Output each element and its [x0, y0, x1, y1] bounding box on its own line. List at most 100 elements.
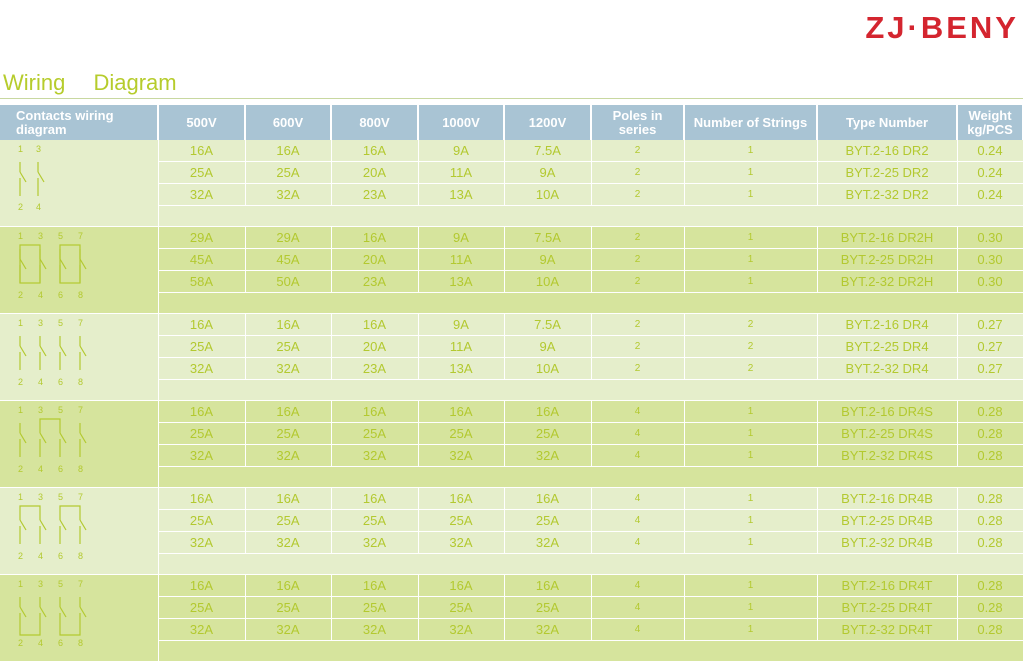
svg-text:8: 8	[78, 377, 83, 387]
cell-800v: 32A	[331, 444, 419, 467]
cell-800v: 32A	[331, 531, 419, 554]
cell-type-number: BYT.2-16 DR4B	[817, 487, 958, 510]
header-weight: Weight kg/PCS	[957, 105, 1023, 140]
cell-type-number: BYT.2-16 DR2	[817, 140, 958, 162]
cell-600v: 25A	[245, 161, 332, 184]
cell-1200v: 32A	[504, 618, 592, 641]
cell-500v: 58A	[158, 270, 246, 293]
svg-text:2: 2	[18, 464, 23, 474]
cell-strings: 1	[684, 248, 818, 271]
cell-1200v: 32A	[504, 444, 592, 467]
cell-600v: 16A	[245, 400, 332, 423]
cell-500v: 16A	[158, 313, 246, 336]
svg-text:8: 8	[78, 638, 83, 648]
cell-1200v: 7.5A	[504, 140, 592, 162]
svg-text:1: 1	[18, 405, 23, 415]
diagram-cell: 1 3 5 7 2 4 6 8	[0, 226, 159, 314]
cell-500v: 16A	[158, 574, 246, 597]
diagram-cell: 1 3 5 7 2 4 6 8	[0, 313, 159, 401]
cell-1200v: 7.5A	[504, 226, 592, 249]
cell-800v: 16A	[331, 400, 419, 423]
diagram-cell: 1 3 2 4	[0, 140, 159, 227]
svg-text:8: 8	[78, 290, 83, 300]
cell-600v: 16A	[245, 487, 332, 510]
cell-1000v: 11A	[418, 161, 505, 184]
svg-text:7: 7	[78, 318, 83, 328]
cell-600v: 25A	[245, 509, 332, 532]
cell-poles: 2	[591, 161, 685, 184]
cell-500v: 16A	[158, 400, 246, 423]
cell-weight: 0.27	[957, 335, 1023, 358]
cell-1200v: 7.5A	[504, 313, 592, 336]
cell-strings: 1	[684, 509, 818, 532]
header-contacts-wiring: Contacts wiring diagram	[0, 105, 159, 140]
cell-poles: 2	[591, 248, 685, 271]
cell-poles: 2	[591, 226, 685, 249]
cell-800v: 23A	[331, 183, 419, 206]
cell-800v: 20A	[331, 161, 419, 184]
cell-1200v: 10A	[504, 270, 592, 293]
cell-800v: 16A	[331, 574, 419, 597]
cell-type-number: BYT.2-25 DR2H	[817, 248, 958, 271]
contact-wiring-diagram-icon: 1 3 5 7 2 4 6 8	[18, 231, 87, 300]
cell-weight: 0.28	[957, 422, 1023, 445]
cell-500v: 25A	[158, 509, 246, 532]
cell-1200v: 10A	[504, 183, 592, 206]
svg-text:8: 8	[78, 551, 83, 561]
cell-strings: 1	[684, 618, 818, 641]
cell-weight: 0.28	[957, 509, 1023, 532]
cell-800v: 16A	[331, 140, 419, 162]
cell-poles: 4	[591, 487, 685, 510]
cell-600v: 16A	[245, 140, 332, 162]
cell-type-number: BYT.2-32 DR2H	[817, 270, 958, 293]
cell-800v: 25A	[331, 422, 419, 445]
svg-text:1: 1	[18, 492, 23, 502]
cell-500v: 16A	[158, 140, 246, 162]
group-spacer-row	[0, 205, 1023, 227]
cell-600v: 32A	[245, 357, 332, 380]
diagram-cell: 1 3 5 7 2 4 6 8	[0, 487, 159, 575]
cell-weight: 0.28	[957, 574, 1023, 597]
cell-weight: 0.30	[957, 270, 1023, 293]
cell-weight: 0.30	[957, 226, 1023, 249]
cell-800v: 32A	[331, 618, 419, 641]
cell-poles: 4	[591, 531, 685, 554]
cell-500v: 16A	[158, 487, 246, 510]
svg-text:4: 4	[38, 638, 43, 648]
diagram-label-2: 2	[18, 202, 23, 212]
svg-text:5: 5	[58, 579, 63, 589]
svg-text:7: 7	[78, 492, 83, 502]
header-type-number: Type Number	[817, 105, 958, 140]
cell-1200v: 10A	[504, 357, 592, 380]
svg-text:4: 4	[38, 551, 43, 561]
cell-1000v: 13A	[418, 357, 505, 380]
contact-wiring-diagram-icon: 1 3 5 7 2 4 6 8	[18, 405, 87, 474]
svg-text:1: 1	[18, 579, 23, 589]
cell-strings: 1	[684, 574, 818, 597]
cell-600v: 29A	[245, 226, 332, 249]
brand-logo: ZJ·BENY	[865, 10, 1019, 45]
svg-text:7: 7	[78, 579, 83, 589]
cell-1200v: 16A	[504, 487, 592, 510]
group-spacer	[158, 553, 1023, 575]
cell-strings: 1	[684, 140, 818, 162]
svg-text:4: 4	[38, 377, 43, 387]
cell-1000v: 16A	[418, 400, 505, 423]
cell-600v: 16A	[245, 313, 332, 336]
cell-weight: 0.27	[957, 313, 1023, 336]
table-row: 32A 32A 23A 13A 10A 2 2 BYT.2-32 DR4 0.27	[0, 357, 1023, 380]
cell-1000v: 16A	[418, 574, 505, 597]
svg-text:3: 3	[38, 579, 43, 589]
svg-text:4: 4	[38, 290, 43, 300]
cell-800v: 16A	[331, 313, 419, 336]
group-spacer	[158, 292, 1023, 314]
table-row: 1 3 2 4 16A 16A 16A 9A 7.5A 2 1 BYT.2-16 DR2 0.24	[0, 140, 1023, 227]
group-spacer-row	[0, 379, 1023, 401]
cell-type-number: BYT.2-16 DR4T	[817, 574, 958, 597]
header-600v: 600V	[245, 105, 332, 140]
group-spacer-row	[0, 292, 1023, 314]
cell-type-number: BYT.2-16 DR2H	[817, 226, 958, 249]
svg-text:6: 6	[58, 464, 63, 474]
cell-type-number: BYT.2-32 DR2	[817, 183, 958, 206]
cell-1000v: 32A	[418, 531, 505, 554]
